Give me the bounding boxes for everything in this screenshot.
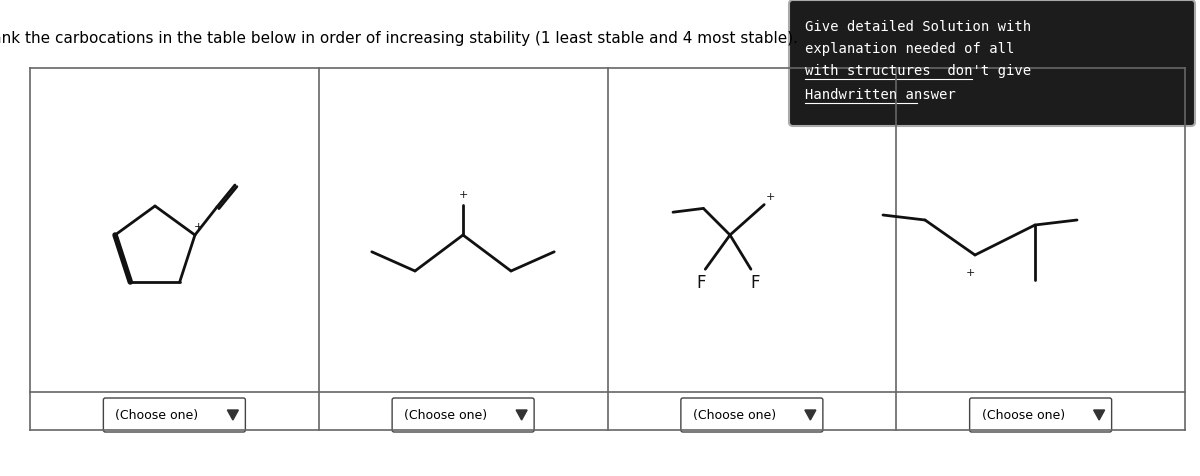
Text: Rank the carbocations in the table below in order of increasing stability (1 lea: Rank the carbocations in the table below… <box>0 30 798 46</box>
Text: (Choose one): (Choose one) <box>982 408 1064 422</box>
Text: +: + <box>458 190 468 200</box>
FancyBboxPatch shape <box>790 0 1195 126</box>
Text: (Choose one): (Choose one) <box>115 408 198 422</box>
FancyBboxPatch shape <box>680 398 823 432</box>
FancyBboxPatch shape <box>392 398 534 432</box>
Polygon shape <box>516 410 527 420</box>
Text: +: + <box>766 192 775 202</box>
Polygon shape <box>227 410 239 420</box>
Text: Give detailed Solution with: Give detailed Solution with <box>805 20 1031 34</box>
Text: with structures  don't give: with structures don't give <box>805 64 1031 78</box>
Polygon shape <box>805 410 816 420</box>
FancyBboxPatch shape <box>970 398 1111 432</box>
Text: explanation needed of all: explanation needed of all <box>805 42 1014 56</box>
Polygon shape <box>1093 410 1105 420</box>
Text: F: F <box>750 274 760 292</box>
Text: +: + <box>194 222 204 232</box>
Text: (Choose one): (Choose one) <box>404 408 487 422</box>
FancyBboxPatch shape <box>103 398 245 432</box>
Text: Handwritten answer: Handwritten answer <box>805 88 955 102</box>
Text: (Choose one): (Choose one) <box>692 408 776 422</box>
Text: F: F <box>696 274 706 292</box>
Text: +: + <box>965 268 974 278</box>
